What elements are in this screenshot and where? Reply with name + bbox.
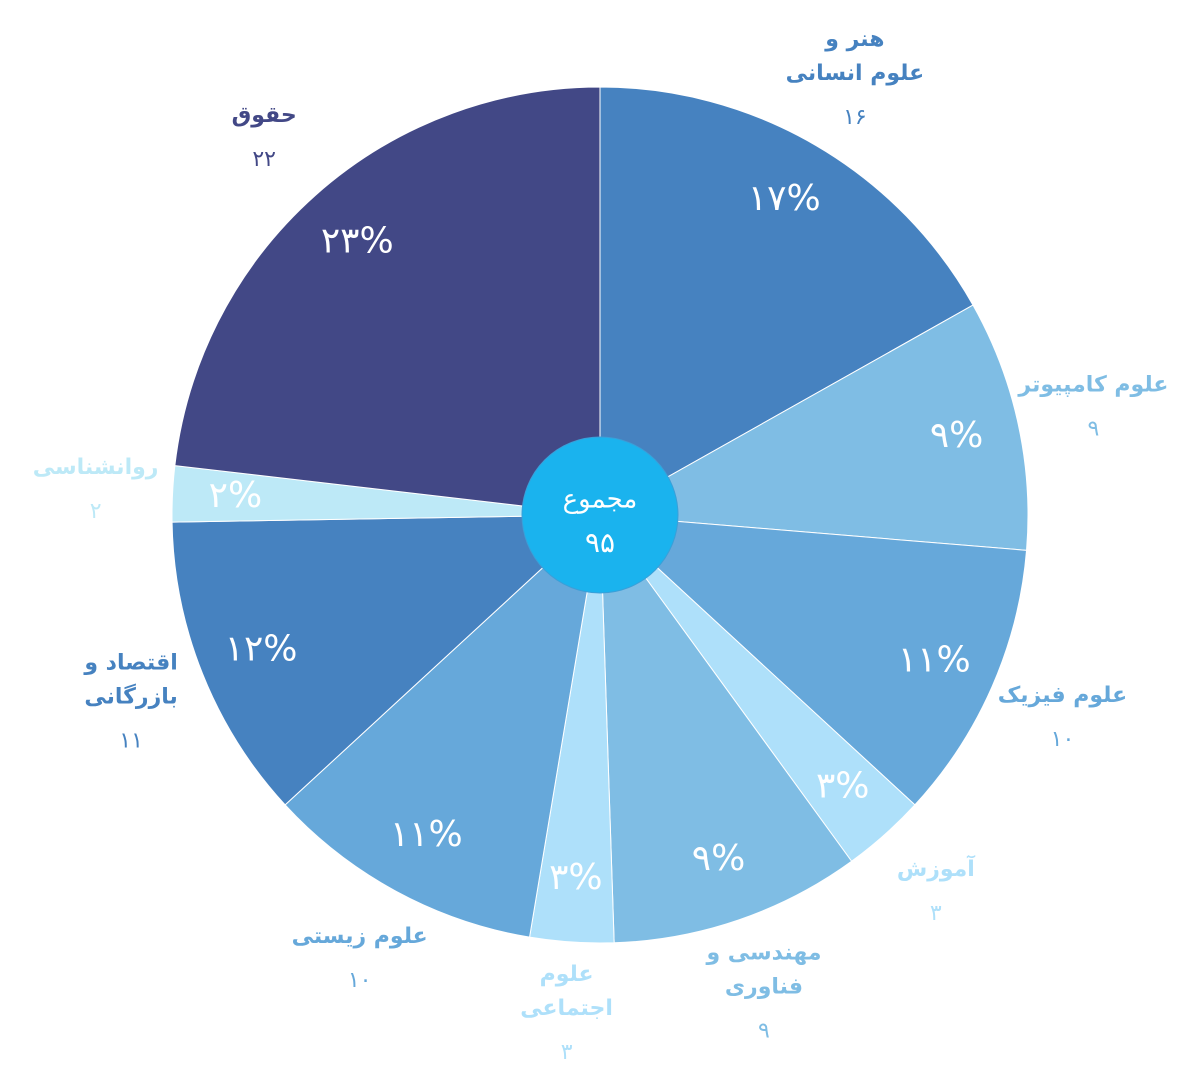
percent-label: ۹% (692, 838, 746, 879)
category-label: حقوق (232, 103, 297, 128)
percent-label: ۲۳% (321, 220, 394, 261)
value-label: ۲ (90, 499, 102, 524)
value-label: ۱۰ (348, 968, 372, 993)
wedge (599, 86, 974, 516)
category-label: علوم زیستی (292, 924, 428, 949)
value-label: ۳ (930, 901, 942, 926)
wedge (598, 304, 1029, 551)
percent-label: ۱۲% (225, 628, 298, 669)
value-label: ۹ (758, 1019, 770, 1044)
wedge (284, 513, 601, 938)
percent-label: ۱۱% (898, 640, 971, 681)
wedge (599, 513, 853, 944)
category-label: بازرگانی (84, 682, 177, 709)
percent-label: ۳% (549, 857, 603, 898)
category-label: علوم (540, 962, 594, 987)
wedge (171, 514, 602, 806)
value-label: ۲۲ (252, 147, 276, 172)
percent-label: ۳% (816, 766, 870, 807)
percent-label: ۲% (209, 475, 263, 516)
category-label: اقتصاد و (83, 650, 178, 675)
category-label: مهندسی و (705, 941, 821, 966)
wedges (171, 86, 1029, 944)
value-label: ۹ (1087, 416, 1099, 441)
center-circle (521, 436, 679, 594)
category-label: آموزش (897, 854, 975, 882)
wedge (174, 86, 601, 516)
category-label: علوم کامپیوتر (1017, 372, 1168, 397)
value-label: ۱۶ (843, 105, 867, 130)
wedge (598, 514, 1028, 806)
category-label: علوم انسانی (786, 61, 925, 86)
category-label: فناوری (725, 975, 803, 1000)
category-label: اجتماعی (520, 996, 613, 1021)
labels: ۱۷% هنر و علوم انسانی ۱۶ ۹% علوم کامپیوتر ۹ ۱۱%… (33, 27, 1169, 1065)
percent-label: ۱۱% (390, 814, 463, 855)
percent-label: ۹% (930, 415, 984, 456)
category-label: هنر و (824, 27, 884, 52)
value-label: ۳ (561, 1040, 573, 1065)
total-title: مجموع (563, 485, 638, 515)
total-value: ۹۵ (585, 526, 615, 559)
percent-label: ۱۷% (748, 178, 821, 219)
value-label: ۱۱ (119, 728, 143, 753)
value-label: ۱۰ (1051, 727, 1075, 752)
category-label: روانشناسی (33, 455, 159, 480)
category-label: علوم فیزیک (998, 683, 1127, 708)
